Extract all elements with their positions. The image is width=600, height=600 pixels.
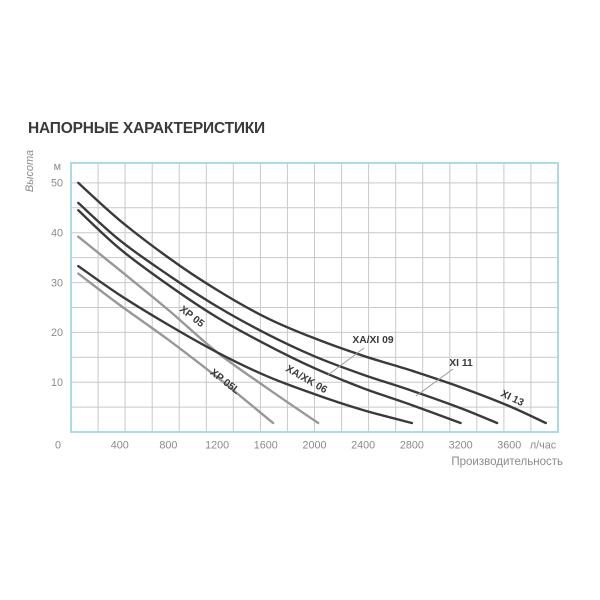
y-axis-caption: Высота: [24, 150, 36, 192]
x-tick-label: 400: [111, 440, 129, 452]
x-tick-label: 0: [55, 440, 61, 452]
leader-xa-xi-09: [327, 347, 365, 376]
curve-xp-05: [77, 235, 320, 425]
label-xa-xi-09: XA/XI 09: [352, 335, 393, 346]
x-tick-label: 800: [159, 440, 177, 452]
plot-frame: [70, 162, 559, 433]
chart-title: НАПОРНЫЕ ХАРАКТЕРИСТИКИ: [28, 120, 265, 137]
x-tick-label: 2000: [302, 440, 326, 452]
x-tick-label: 2800: [400, 440, 424, 452]
grid: [71, 163, 558, 432]
curve-xi-11: [77, 201, 499, 425]
x-tick-label: 1600: [254, 440, 278, 452]
x-tick-label: 2400: [351, 440, 375, 452]
curve-xi-13: [77, 181, 547, 425]
label-xi-13: XI 13: [499, 389, 526, 410]
y-tick-label: 20: [51, 327, 63, 339]
label-xi-11: XI 11: [449, 358, 473, 369]
y-tick-label: 10: [51, 377, 63, 389]
curve-xp-05l: [77, 272, 275, 425]
x-tick-label: 1200: [205, 440, 229, 452]
x-axis-caption: Производительность: [451, 456, 563, 468]
curve-xa-xi-09: [77, 209, 462, 425]
x-axis-ticks: 0 400 800 1200 1600 2000 2400 2800 3200 3600 л/час: [55, 440, 557, 452]
x-tick-label: 3600: [497, 440, 521, 452]
leader-xi-11: [415, 368, 454, 397]
x-tick-label: 3200: [449, 440, 473, 452]
y-tick-label: 30: [51, 277, 63, 289]
y-tick-label: 50: [51, 178, 63, 190]
y-unit-label: м: [54, 161, 61, 173]
y-tick-label: 40: [51, 228, 63, 240]
curve-xa-xk-06: [77, 264, 414, 425]
y-axis-ticks: 10 20 30 40 50 м: [51, 161, 63, 389]
x-unit-label: л/час: [530, 440, 557, 452]
